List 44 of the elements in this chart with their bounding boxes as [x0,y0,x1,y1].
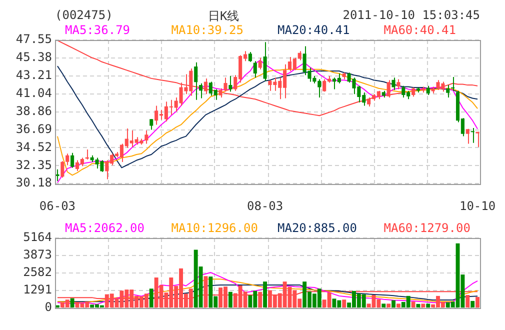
bar [263,282,268,308]
bar [476,296,480,308]
text: MA20:40.41 [278,23,350,38]
x-tick-label: 10-10 [459,198,496,213]
x-tick-label: 06-03 [39,198,76,213]
y-tick-label: 38.86 [16,104,52,118]
x-tick-label: 08-03 [246,198,284,213]
y-tick-label: 34.52 [16,140,52,154]
text: MA5:2062.00 [65,221,144,236]
y-tick-label: 0 [44,300,52,314]
y-tick-label: 45.38 [16,50,52,64]
bar [228,292,232,308]
y-tick-label: 41.04 [16,86,52,100]
text: MA60:40.41 [384,23,456,38]
text: MA10:1296.00 [171,221,258,236]
bar [149,288,154,308]
y-tick-label: 47.55 [16,32,52,46]
bar [342,300,346,308]
text: MA20:885.00 [278,221,357,236]
bar [396,304,400,308]
bar [386,304,391,308]
text: MA10:39.25 [171,23,244,38]
text: MA5:36.79 [65,23,130,38]
y-tick-label: 30.18 [16,176,52,190]
bar [392,300,396,308]
bar [466,294,470,308]
bar [426,304,430,308]
bar [470,300,475,308]
y-tick-label: 36.69 [16,122,52,136]
y-tick-label: 32.35 [16,158,52,172]
text: MA60:1279.00 [384,221,470,236]
y-tick-label: 43.21 [16,68,52,82]
y-tick-label: 2582 [23,265,52,280]
y-tick-label: 5164 [23,230,52,244]
y-tick-label: 3873 [23,248,52,262]
bar [70,298,74,308]
bar [411,302,416,308]
bar [382,304,386,308]
bar [421,304,426,308]
y-tick-label: 1291 [23,282,52,297]
chart-title: (002475) [55,8,113,22]
text: 2011-10-10 15:03:45 [342,8,480,22]
bar [258,292,262,308]
chart-subtitle: 日K线 [208,8,240,25]
